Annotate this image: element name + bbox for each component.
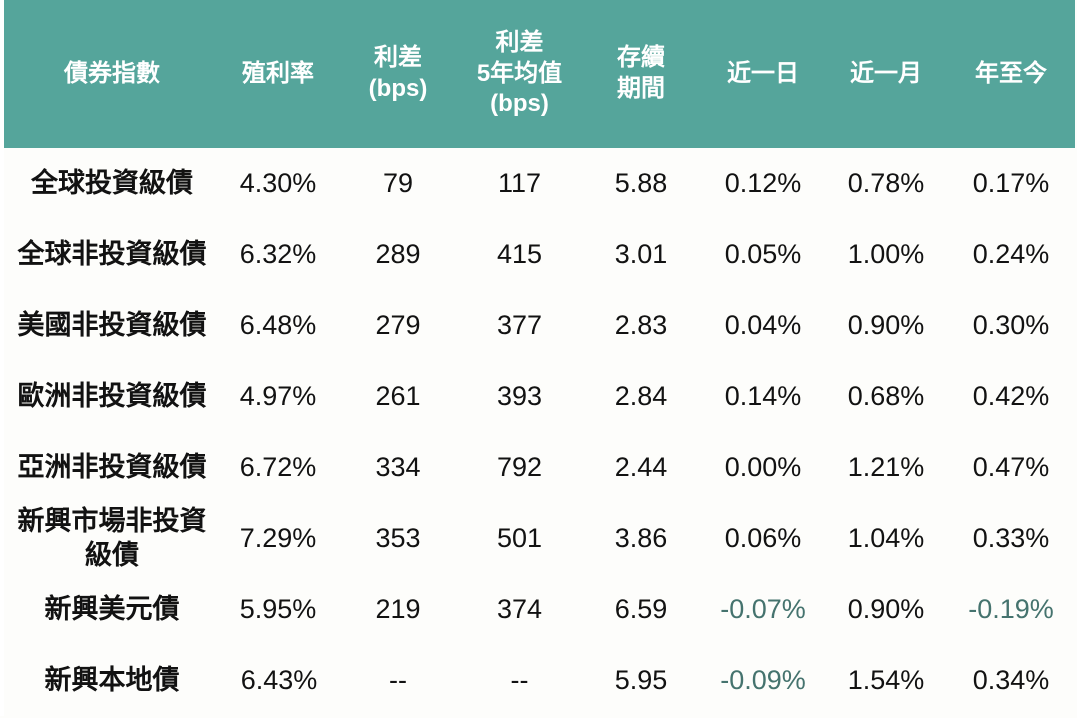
cell-1-month-change: 1.04% xyxy=(847,522,925,553)
cell-spread-5y: 501 xyxy=(496,522,543,553)
table-row: 亞洲非投資級債 6.72% 334 792 2.44 0.00% 1.21% 0… xyxy=(2,432,1075,503)
cell-spread: 79 xyxy=(382,167,414,198)
table-body: 全球投資級債 4.30% 79 117 5.88 0.12% 0.78% 0.1… xyxy=(2,148,1075,716)
cell-duration: 3.86 xyxy=(614,522,668,553)
cell-ytd-change: -0.19% xyxy=(968,593,1054,624)
header-cell-bond-index: 債券指數 xyxy=(2,0,220,148)
cell-yield: 6.43% xyxy=(240,664,318,695)
table-row: 新興市場非投資級債 7.29% 353 501 3.86 0.06% 1.04%… xyxy=(2,503,1075,574)
cell-duration: 5.88 xyxy=(614,167,668,198)
cell-1-month-change: 1.00% xyxy=(847,238,925,269)
cell-spread-5y: 374 xyxy=(496,593,543,624)
table-header: 債券指數 殖利率 利差 (bps) 利差 5年均值 (bps) 存續 期間 近一… xyxy=(2,0,1075,148)
cell-1-day-change: -0.07% xyxy=(720,593,806,624)
header-cell-ytd: 年至今 xyxy=(947,0,1075,148)
cell-spread-5y: 792 xyxy=(496,451,543,482)
cell-spread: 219 xyxy=(375,593,421,624)
cell-duration: 2.44 xyxy=(614,451,668,482)
cell-1-day-change: 0.14% xyxy=(724,380,802,411)
cell-spread: 353 xyxy=(375,522,421,553)
header-row: 債券指數 殖利率 利差 (bps) 利差 5年均值 (bps) 存續 期間 近一… xyxy=(2,0,1075,148)
cell-ytd-change: 0.47% xyxy=(972,451,1050,482)
cell-ytd-change: 0.42% xyxy=(972,380,1050,411)
cell-spread-5y: 117 xyxy=(497,167,542,198)
cell-index-name: 歐洲非投資級債 xyxy=(17,380,207,411)
cell-1-day-change: 0.06% xyxy=(724,522,802,553)
cell-yield: 4.97% xyxy=(239,380,317,411)
cell-yield: 5.95% xyxy=(239,593,317,624)
cell-ytd-change: 0.34% xyxy=(972,664,1050,695)
cell-index-name: 亞洲非投資級債 xyxy=(17,451,207,482)
cell-spread: -- xyxy=(389,664,407,695)
cell-1-month-change: 0.90% xyxy=(847,593,925,624)
cell-yield: 6.32% xyxy=(239,238,317,269)
cell-index-name: 全球投資級債 xyxy=(31,167,193,198)
cell-yield: 6.72% xyxy=(239,451,317,482)
cell-ytd-change: 0.33% xyxy=(972,522,1050,553)
cell-spread: 261 xyxy=(375,380,421,411)
cell-1-day-change: 0.04% xyxy=(724,309,802,340)
header-cell-1-day: 近一日 xyxy=(701,0,825,148)
cell-yield: 7.29% xyxy=(239,522,317,553)
cell-index-name: 全球非投資級債 xyxy=(17,238,207,269)
cell-1-month-change: 0.68% xyxy=(847,380,925,411)
cell-spread: 289 xyxy=(375,238,421,269)
header-cell-duration: 存續 期間 xyxy=(581,0,701,148)
cell-index-name: 新興市場非投資級債 xyxy=(17,505,207,570)
header-cell-spread-bps: 利差 (bps) xyxy=(338,0,458,148)
cell-index-name: 美國非投資級債 xyxy=(17,309,207,340)
cell-duration: 3.01 xyxy=(614,238,668,269)
table-row: 全球非投資級債 6.32% 289 415 3.01 0.05% 1.00% 0… xyxy=(2,219,1075,290)
cell-spread-5y: 377 xyxy=(496,309,543,340)
table-row: 歐洲非投資級債 4.97% 261 393 2.84 0.14% 0.68% 0… xyxy=(2,361,1075,432)
cell-ytd-change: 0.30% xyxy=(972,309,1050,340)
cell-1-day-change: -0.09% xyxy=(720,664,806,695)
header-cell-yield: 殖利率 xyxy=(220,0,338,148)
cell-1-day-change: 0.05% xyxy=(724,238,802,269)
cell-ytd-change: 0.17% xyxy=(972,167,1050,198)
cell-spread-5y: 415 xyxy=(496,238,543,269)
cell-duration: 2.83 xyxy=(614,309,668,340)
cell-index-name: 新興美元債 xyxy=(44,593,180,624)
cell-1-day-change: 0.12% xyxy=(724,167,802,198)
cell-ytd-change: 0.24% xyxy=(972,238,1050,269)
cell-1-month-change: 1.21% xyxy=(847,451,925,482)
cell-1-month-change: 0.78% xyxy=(847,167,925,198)
cell-spread-5y: -- xyxy=(510,664,529,695)
cell-1-month-change: 0.90% xyxy=(847,309,925,340)
cell-yield: 6.48% xyxy=(239,309,317,340)
table-row: 新興美元債 5.95% 219 374 6.59 -0.07% 0.90% -0… xyxy=(2,574,1075,645)
cell-spread-5y: 393 xyxy=(496,380,543,411)
cell-duration: 2.84 xyxy=(614,380,668,411)
header-cell-spread-5y-avg: 利差 5年均值 (bps) xyxy=(458,0,581,148)
table-row: 全球投資級債 4.30% 79 117 5.88 0.12% 0.78% 0.1… xyxy=(2,148,1075,219)
cell-spread: 334 xyxy=(375,451,421,482)
cell-spread: 279 xyxy=(375,309,421,340)
cell-yield: 4.30% xyxy=(239,167,317,198)
table-row: 美國非投資級債 6.48% 279 377 2.83 0.04% 0.90% 0… xyxy=(2,290,1075,361)
cell-duration: 5.95 xyxy=(614,664,668,695)
cell-1-day-change: 0.00% xyxy=(724,451,802,482)
cell-index-name: 新興本地債 xyxy=(44,664,180,695)
header-cell-1-month: 近一月 xyxy=(825,0,947,148)
table-row: 新興本地債 6.43% -- -- 5.95 -0.09% 1.54% 0.34… xyxy=(2,645,1075,716)
cell-duration: 6.59 xyxy=(614,593,668,624)
cell-1-month-change: 1.54% xyxy=(847,664,925,695)
